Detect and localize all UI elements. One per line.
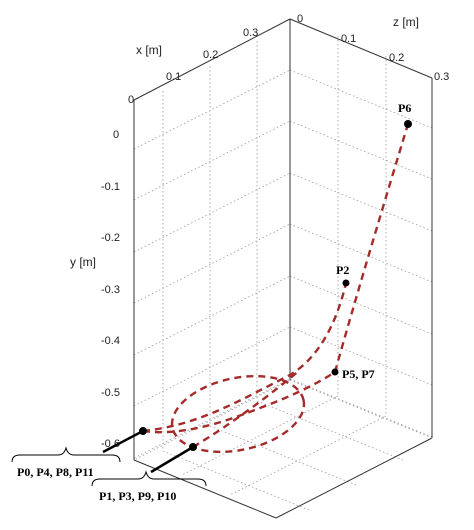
y-axis: y [m] 0 -0.1 -0.2 -0.3 -0.4 -0.5 -0.6: [70, 129, 120, 450]
x-tick-label: 0.2: [203, 49, 218, 61]
y-tick-label: -0.3: [101, 284, 120, 296]
x-axis: x [m] 0 0.1 0.2 0.3: [128, 27, 258, 106]
trajectory-to-p6: [333, 123, 410, 373]
x-tick-label: 0: [128, 94, 134, 106]
z-tick-label: 0: [297, 13, 303, 25]
x-tick-label: 0.1: [166, 71, 181, 83]
point-marker: [331, 368, 339, 376]
trajectory-p0-to-p5: [142, 371, 336, 434]
y-tick-label: -0.4: [101, 335, 120, 347]
z-axis-label: z [m]: [393, 15, 419, 29]
chart-box: [133, 18, 433, 519]
trajectory-loop: [170, 374, 306, 454]
point-label-p6: P6: [398, 101, 411, 115]
z-tick-label: 0.2: [389, 52, 404, 64]
point-label-p5-p7: P5, P7: [342, 367, 375, 381]
point-label-p2: P2: [336, 263, 349, 277]
trajectory-series: [142, 123, 410, 454]
point-label-p1-p3-p9-p10: P1, P3, P9, P10: [99, 489, 176, 503]
z-axis: z [m] 0 0.1 0.2 0.3: [297, 13, 449, 83]
point-marker: [342, 279, 350, 287]
y-axis-label: y [m]: [70, 255, 96, 269]
x-tick-label: 0.3: [243, 27, 258, 39]
y-tick-label: -0.2: [101, 232, 120, 244]
y-tick-label: -0.1: [101, 181, 120, 193]
point-labels: P6 P2 P5, P7 P0, P4, P8, P11 P1, P3, P9,…: [17, 101, 411, 503]
y-tick-label: -0.5: [101, 387, 120, 399]
point-marker: [404, 120, 412, 128]
chart-grid: [133, 36, 433, 511]
y-tick-label: -0.6: [101, 438, 120, 450]
trajectory-p1-to-p2: [192, 369, 301, 449]
callout-leaders: [11, 429, 207, 487]
x-axis-label: x [m]: [136, 43, 162, 57]
y-tick-label: 0: [113, 129, 119, 141]
z-tick-label: 0.1: [341, 33, 356, 45]
z-tick-label: 0.3: [434, 71, 449, 83]
trajectory-to-p2: [142, 282, 348, 433]
point-label-p0-p4-p8-p11: P0, P4, P8, P11: [17, 465, 94, 479]
